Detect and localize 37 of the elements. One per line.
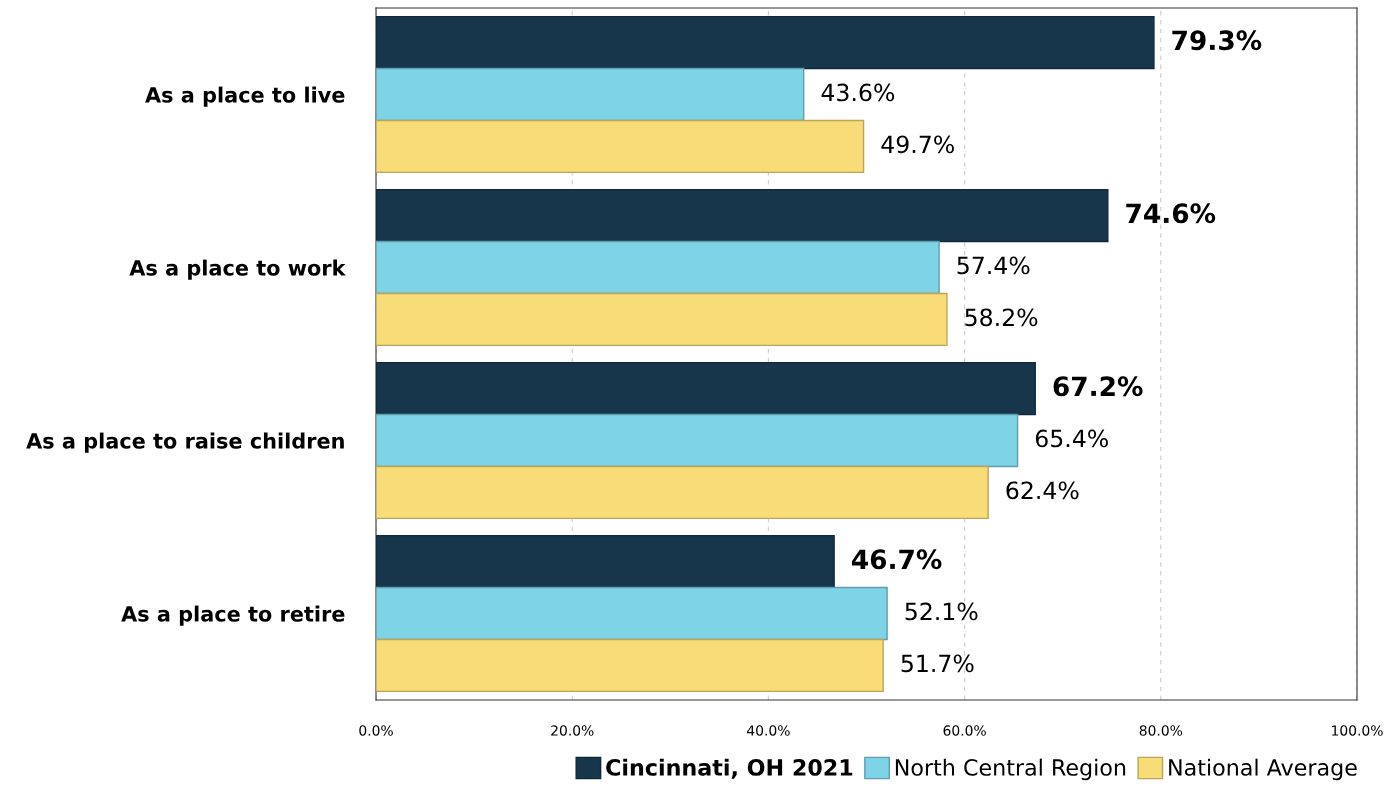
bar	[376, 465, 989, 520]
bar	[376, 361, 1036, 416]
bar	[376, 240, 940, 295]
y-tick-label: As a place to live	[145, 86, 345, 107]
data-label: 49.7%	[881, 135, 954, 154]
x-tick-label: 20.0%	[551, 725, 594, 736]
bar	[376, 119, 865, 174]
data-label: 57.4%	[957, 256, 1030, 275]
x-tick-label: 60.0%	[943, 725, 986, 736]
bar	[376, 188, 1109, 243]
bar	[376, 638, 884, 693]
x-tick-label: 80.0%	[1139, 725, 1183, 736]
bar	[376, 586, 888, 641]
data-label: 62.4%	[1006, 481, 1079, 500]
data-label: 74.6%	[1126, 203, 1216, 224]
data-label: 43.6%	[821, 83, 895, 102]
data-label: 51.7%	[901, 654, 974, 673]
x-tick-label: 100.0%	[1332, 725, 1383, 736]
y-tick-label: As a place to work	[129, 259, 346, 280]
bar	[376, 67, 805, 122]
y-tick-label: As a place to raise children	[26, 432, 344, 453]
data-label: 79.3%	[1172, 30, 1262, 51]
legend-label: Cincinnati, OH 2021	[606, 758, 853, 779]
data-label: 65.4%	[1035, 429, 1108, 448]
bar	[376, 15, 1155, 70]
x-tick-label: 40.0%	[747, 725, 790, 736]
data-label: 46.7%	[851, 549, 942, 570]
legend-label: National Average	[1169, 758, 1357, 781]
bar	[376, 292, 948, 347]
data-label: 52.1%	[905, 602, 978, 621]
bar	[376, 534, 835, 589]
x-tick-label: 0.0%	[359, 725, 393, 736]
bar	[376, 413, 1019, 468]
legend-label: North Central Region	[895, 758, 1126, 781]
data-label: 67.2%	[1053, 376, 1143, 397]
y-tick-label: As a place to retire	[121, 605, 345, 626]
data-label: 58.2%	[965, 308, 1038, 327]
